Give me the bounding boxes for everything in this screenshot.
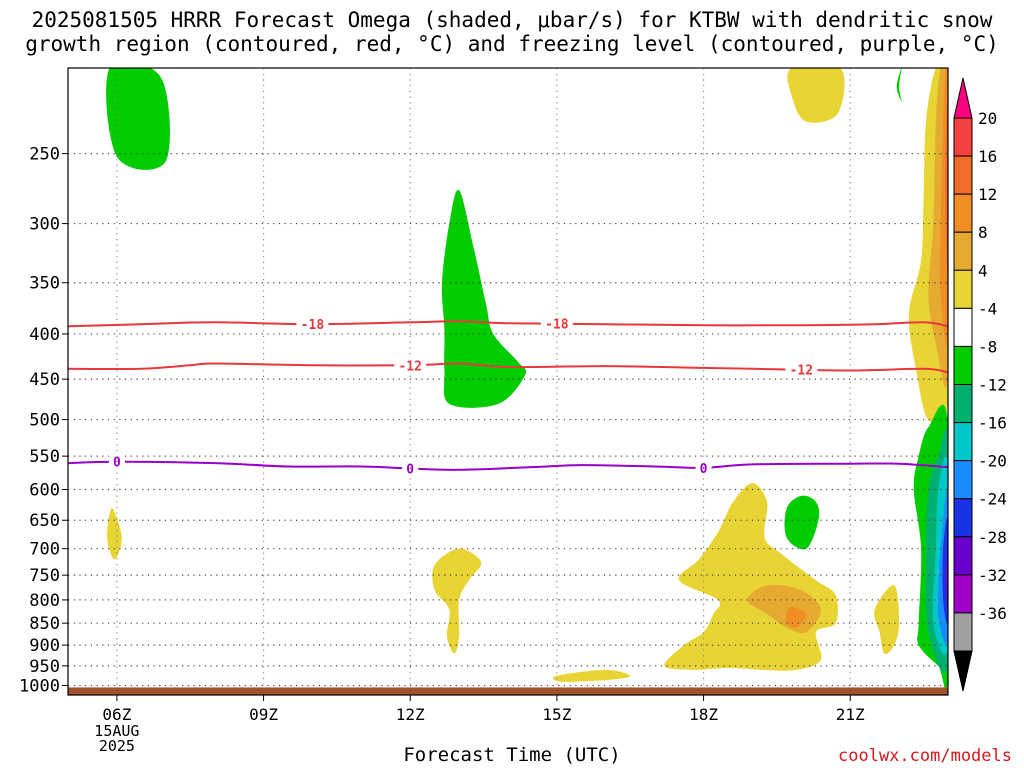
contour-label-bg	[540, 315, 573, 332]
y-tick-label: 950	[29, 657, 60, 677]
x-tick-label: 18Z	[689, 705, 718, 724]
contour-label-bg	[402, 460, 419, 477]
omega-region-4	[787, 68, 845, 123]
colorbar-swatch	[953, 384, 973, 424]
surface-terrain	[68, 687, 948, 695]
chart-title-line-2: growth region (contoured, red, °C) and f…	[25, 32, 999, 56]
omega-region-15	[945, 97, 948, 277]
contour-label-bg	[108, 453, 125, 470]
contour-label-bg	[394, 357, 427, 374]
colorbar-swatch	[953, 231, 973, 271]
colorbar-swatch	[953, 498, 973, 538]
contour-label: 0	[113, 456, 121, 471]
y-tick-label: 700	[29, 540, 60, 560]
y-tick-label: 300	[29, 215, 60, 235]
y-tick-label: 400	[29, 325, 60, 345]
omega-region-9	[874, 585, 900, 654]
y-tick-label: 450	[29, 370, 60, 390]
omega-shading	[106, 68, 948, 691]
contour-label: -12	[398, 359, 421, 374]
colorbar-label: 20	[978, 109, 997, 128]
temperature-contours: -18 -18 -12 -12 0 0 0	[67, 315, 949, 477]
colorbar-swatch	[953, 422, 973, 462]
x-tick-label: 21Z	[836, 705, 865, 724]
date-label: 15AUG	[94, 722, 139, 740]
x-tick-label: 09Z	[249, 705, 278, 724]
y-tick-label: 500	[29, 411, 60, 431]
chart-title-line-1: 2025081505 HRRR Forecast Omega (shaded, …	[31, 8, 993, 32]
colorbar-label: -28	[978, 528, 1007, 547]
site-credit: coolwx.com/models	[838, 746, 1012, 766]
colorbar-swatch	[953, 155, 973, 195]
colorbar-swatch	[953, 307, 973, 347]
colorbar-label: -4	[978, 299, 997, 318]
omega-region-2	[784, 495, 820, 550]
y-tick-label: 800	[29, 591, 60, 611]
colorbar-label: 8	[978, 223, 988, 242]
colorbar-swatch	[953, 193, 973, 233]
y-tick-label: 1000	[19, 677, 60, 697]
colorbar-swatch	[953, 574, 973, 614]
contour-label-bg	[296, 316, 329, 333]
contour-label-bg	[695, 459, 712, 476]
colorbar-label: 12	[978, 185, 997, 204]
contour-label: 0	[700, 462, 708, 477]
contour-label: -12	[790, 364, 813, 379]
x-tick-label: 12Z	[396, 705, 425, 724]
y-tick-label: 600	[29, 481, 60, 501]
colorbar-label: -36	[978, 604, 1007, 623]
omega-region-1	[441, 189, 527, 408]
y-tick-label: 850	[29, 614, 60, 634]
y-tick-label: 350	[29, 274, 60, 294]
colorbar-label: -16	[978, 414, 1007, 433]
omega-region-6	[432, 548, 482, 654]
colorbar-swatch	[953, 117, 973, 157]
omega-region-8	[552, 669, 631, 682]
colorbar-swatch	[953, 460, 973, 500]
colorbar-swatch	[953, 536, 973, 576]
omega-region-3	[896, 68, 902, 102]
omega-region-11	[785, 606, 807, 629]
omega-region-0	[106, 68, 170, 170]
surface-band	[68, 687, 948, 695]
colorbar-swatch	[953, 345, 973, 385]
colorbar-swatch	[953, 269, 973, 309]
contour-line	[67, 460, 949, 471]
colorbar-tip-top	[953, 77, 973, 119]
colorbar-label: 4	[978, 261, 988, 280]
colorbar-label: -32	[978, 566, 1007, 585]
axes: 2503003504004505005506006507007508008509…	[19, 145, 865, 755]
colorbar: 20 16 12 8 4 -4 -8 -12 -16 -20 -24 -28 -32 -36	[953, 77, 1007, 692]
colorbar-swatch	[953, 612, 973, 652]
contour-label: -18	[301, 318, 325, 333]
date-label: 2025	[99, 737, 135, 755]
plot-frame	[67, 67, 949, 696]
colorbar-tip-bottom	[953, 650, 973, 692]
y-tick-label: 900	[29, 636, 60, 656]
y-tick-label: 250	[29, 145, 60, 165]
grid-lines	[68, 68, 948, 688]
contour-label-bg	[785, 361, 818, 378]
contour-label: -18	[545, 318, 569, 333]
contour-line	[67, 320, 949, 328]
colorbar-label: 16	[978, 147, 997, 166]
y-tick-label: 750	[29, 566, 60, 586]
contour-line	[67, 362, 949, 374]
colorbar-label: -20	[978, 452, 1007, 471]
y-tick-label: 650	[29, 511, 60, 531]
x-tick-label: 06Z	[102, 705, 131, 724]
x-axis-label: Forecast Time (UTC)	[403, 744, 621, 766]
colorbar-label: -12	[978, 376, 1007, 395]
colorbar-label: -24	[978, 490, 1007, 509]
x-tick-label: 15Z	[542, 705, 571, 724]
y-tick-label: 550	[29, 447, 60, 467]
omega-region-5	[107, 508, 122, 560]
contour-label: 0	[406, 462, 414, 477]
colorbar-label: -8	[978, 337, 997, 356]
